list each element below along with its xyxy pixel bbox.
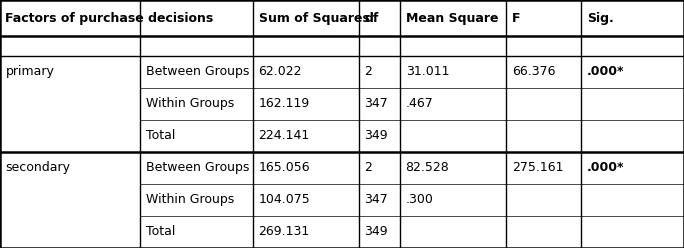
Text: 165.056: 165.056 [259,161,310,174]
Text: 104.075: 104.075 [259,193,311,206]
Text: Total: Total [146,225,175,239]
Text: primary: primary [5,65,54,78]
Text: Factors of purchase decisions: Factors of purchase decisions [5,12,213,25]
Text: 224.141: 224.141 [259,129,310,142]
Text: .000*: .000* [587,65,624,78]
Text: 62.022: 62.022 [259,65,302,78]
Text: Between Groups: Between Groups [146,161,249,174]
Text: secondary: secondary [5,161,70,174]
Text: df: df [365,12,379,25]
Text: 349: 349 [365,129,389,142]
Text: .300: .300 [406,193,434,206]
Text: 82.528: 82.528 [406,161,449,174]
Text: 31.011: 31.011 [406,65,449,78]
Text: 2: 2 [365,65,373,78]
Text: Within Groups: Within Groups [146,97,234,110]
Text: 162.119: 162.119 [259,97,310,110]
Text: .000*: .000* [587,161,624,174]
Text: 66.376: 66.376 [512,65,555,78]
Text: 269.131: 269.131 [259,225,310,239]
Text: Mean Square: Mean Square [406,12,498,25]
Text: F: F [512,12,520,25]
Text: 349: 349 [365,225,389,239]
Text: .467: .467 [406,97,434,110]
Text: Sig.: Sig. [587,12,614,25]
Text: 347: 347 [365,97,389,110]
Text: Total: Total [146,129,175,142]
Text: Sum of Squares: Sum of Squares [259,12,369,25]
Text: 275.161: 275.161 [512,161,563,174]
Text: Between Groups: Between Groups [146,65,249,78]
Text: Within Groups: Within Groups [146,193,234,206]
Text: 2: 2 [365,161,373,174]
Text: 347: 347 [365,193,389,206]
